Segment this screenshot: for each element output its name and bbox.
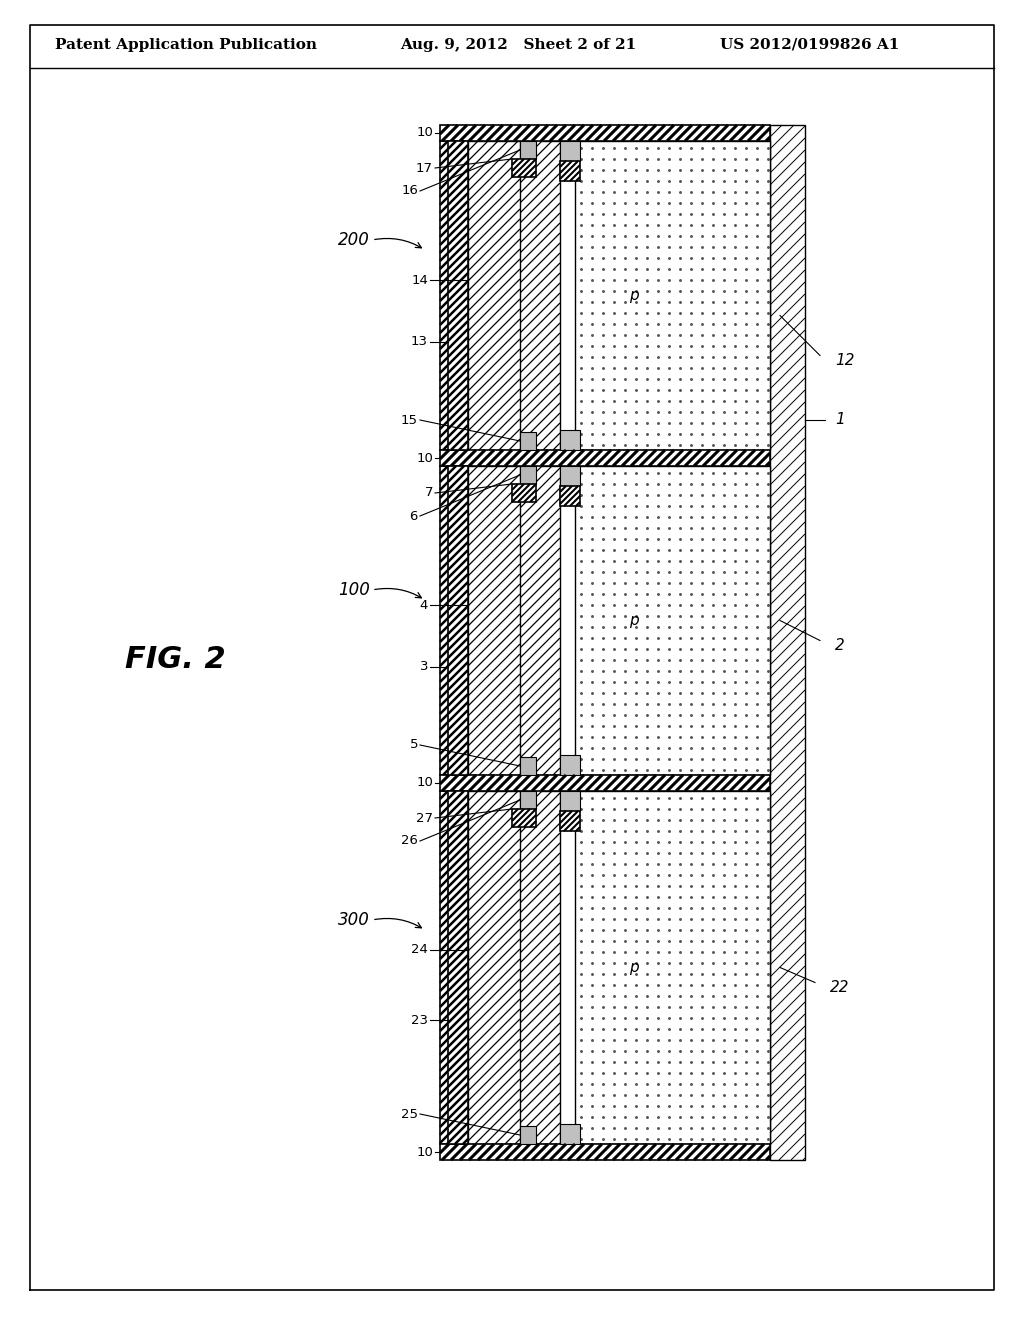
Bar	[560, 486, 580, 506]
Bar	[520, 1126, 536, 1144]
Bar	[462, 141, 560, 450]
Bar	[512, 809, 536, 828]
Bar	[520, 432, 536, 450]
Bar	[468, 466, 520, 775]
Bar	[520, 141, 536, 158]
Bar	[449, 466, 468, 775]
Bar	[440, 791, 462, 1144]
Bar	[520, 756, 536, 775]
Text: Patent Application Publication: Patent Application Publication	[55, 38, 317, 51]
Bar	[560, 466, 580, 486]
Bar	[440, 775, 770, 791]
Text: 6: 6	[410, 510, 418, 523]
Text: p: p	[629, 288, 638, 304]
Bar	[462, 466, 560, 775]
Bar	[440, 141, 462, 450]
Bar	[575, 466, 770, 775]
Text: 15: 15	[401, 413, 418, 426]
Bar	[449, 141, 468, 450]
Bar	[512, 158, 536, 177]
Bar	[560, 791, 580, 810]
Bar	[468, 791, 520, 1144]
Text: Aug. 9, 2012   Sheet 2 of 21: Aug. 9, 2012 Sheet 2 of 21	[400, 38, 636, 51]
Bar	[440, 125, 770, 141]
Bar	[468, 141, 520, 450]
Text: 10: 10	[416, 127, 433, 140]
Text: 100: 100	[338, 581, 370, 599]
Text: 2: 2	[835, 638, 845, 653]
Bar	[462, 791, 560, 1144]
Text: p: p	[629, 612, 638, 628]
Bar	[575, 141, 770, 450]
Bar	[560, 430, 580, 450]
Text: 10: 10	[416, 776, 433, 789]
Bar	[575, 791, 770, 1144]
Bar	[560, 755, 580, 775]
Text: FIG. 2: FIG. 2	[125, 645, 225, 675]
Text: 4: 4	[420, 598, 428, 611]
Text: 25: 25	[401, 1107, 418, 1121]
Text: 14: 14	[411, 273, 428, 286]
Bar	[435, 125, 541, 1160]
Text: 200: 200	[338, 231, 370, 249]
Bar	[560, 810, 580, 832]
Text: 10: 10	[416, 451, 433, 465]
Bar	[520, 466, 536, 484]
Text: 26: 26	[401, 834, 418, 847]
Bar	[512, 484, 536, 502]
Text: US 2012/0199826 A1: US 2012/0199826 A1	[720, 38, 899, 51]
Text: 24: 24	[411, 944, 428, 957]
Bar	[449, 791, 468, 1144]
Text: p: p	[629, 960, 638, 975]
Text: 5: 5	[410, 738, 418, 751]
Text: 13: 13	[411, 335, 428, 348]
Bar	[440, 1144, 770, 1160]
Text: 17: 17	[416, 161, 433, 174]
Bar	[440, 450, 770, 466]
Text: 10: 10	[416, 1146, 433, 1159]
Text: 16: 16	[401, 185, 418, 198]
Text: 23: 23	[411, 1014, 428, 1027]
Bar	[520, 791, 536, 809]
Text: 22: 22	[830, 979, 850, 995]
Bar	[770, 125, 805, 1160]
Text: 300: 300	[338, 911, 370, 929]
Text: 7: 7	[425, 487, 433, 499]
Text: 3: 3	[420, 660, 428, 673]
Text: 12: 12	[835, 352, 854, 368]
Bar	[560, 141, 580, 161]
Bar	[560, 1125, 580, 1144]
Text: 27: 27	[416, 812, 433, 825]
Bar	[560, 161, 580, 181]
Text: 1: 1	[835, 412, 845, 428]
Bar	[440, 466, 462, 775]
